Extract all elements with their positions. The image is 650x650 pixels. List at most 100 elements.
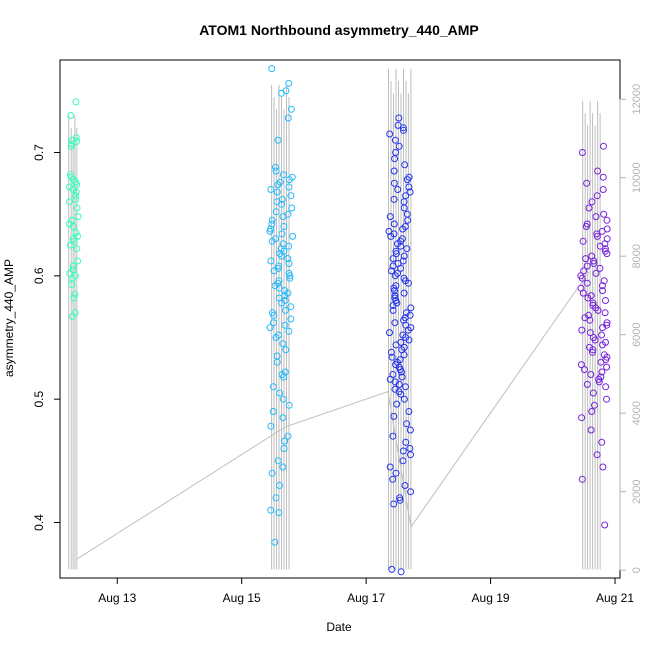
data-point [391, 292, 399, 300]
data-point [392, 247, 400, 255]
data-point [599, 341, 606, 349]
data-point [588, 198, 596, 206]
data-point [600, 277, 608, 285]
data-point [601, 309, 609, 317]
data-point [395, 380, 403, 388]
data-point [386, 329, 393, 337]
data-point [389, 262, 397, 270]
data-point [272, 494, 280, 502]
data-point [270, 267, 278, 275]
data-point [272, 334, 280, 341]
data-point [401, 482, 409, 489]
data-point [399, 457, 407, 465]
data-point [276, 389, 284, 397]
data-point [403, 420, 411, 428]
data-point [593, 192, 601, 200]
data-point [588, 408, 596, 415]
data-point [273, 188, 281, 196]
data-point [402, 438, 410, 446]
data-point [287, 192, 295, 200]
data-point [287, 315, 295, 323]
data-point [603, 216, 611, 224]
data-point [278, 89, 285, 97]
data-point [581, 366, 588, 374]
data-point [593, 451, 601, 459]
data-point [68, 313, 76, 320]
data-point [397, 390, 405, 398]
data-point [400, 252, 408, 260]
data-point [272, 167, 280, 175]
data-point [71, 192, 79, 200]
data-point [73, 245, 81, 253]
data-point [397, 264, 405, 272]
data-point [578, 274, 586, 282]
data-point [600, 210, 608, 218]
data-point [286, 274, 294, 282]
data-point [589, 389, 597, 397]
data-point [398, 368, 405, 376]
data-point [598, 331, 605, 339]
data-point [274, 181, 282, 189]
data-point [391, 155, 399, 163]
data-point [267, 506, 275, 514]
data-point [585, 204, 593, 212]
data-point [72, 195, 80, 203]
data-point [393, 400, 401, 408]
data-point [397, 568, 405, 576]
data-point [275, 509, 283, 517]
data-point [284, 114, 292, 122]
data-point [582, 223, 590, 230]
data-point [74, 213, 82, 221]
data-point [397, 242, 405, 250]
data-point [267, 257, 275, 265]
data-point [288, 204, 296, 212]
data-point [278, 200, 286, 208]
data-point [599, 173, 607, 181]
data-point [406, 188, 414, 196]
data-point [279, 414, 287, 422]
data-point [593, 232, 601, 240]
data-point [268, 220, 276, 228]
x-axis-label: Date [326, 620, 352, 634]
data-point [280, 223, 288, 230]
data-point [589, 346, 597, 354]
data-point [386, 463, 394, 471]
data-point [278, 230, 286, 238]
data-point [594, 306, 602, 314]
data-point [406, 426, 414, 434]
data-point [266, 227, 274, 235]
x-tick-label: Aug 19 [472, 591, 510, 605]
y2-tick-label: 8000 [631, 244, 643, 268]
data-point [392, 341, 400, 349]
data-point [278, 252, 285, 260]
data-point [578, 414, 586, 422]
data-point [274, 136, 282, 144]
data-point [268, 65, 276, 73]
data-point [587, 426, 595, 434]
data-point [592, 269, 600, 277]
data-point [72, 229, 80, 237]
data-point [281, 437, 289, 445]
data-point [400, 351, 408, 359]
y-tick-label: 0.7 [32, 144, 46, 161]
data-point [603, 363, 611, 371]
y2-tick-label: 0 [631, 567, 643, 573]
data-point [596, 264, 604, 272]
data-point [280, 445, 288, 452]
data-point [389, 255, 397, 263]
data-point [590, 257, 598, 265]
data-point [280, 171, 287, 179]
data-point [603, 319, 611, 327]
data-point [70, 237, 78, 245]
data-point [403, 245, 411, 253]
data-point [597, 358, 605, 366]
data-point [403, 176, 411, 184]
data-point [274, 457, 282, 465]
data-point [401, 161, 409, 169]
index-line [76, 271, 590, 560]
data-point [601, 521, 609, 529]
data-point [391, 136, 399, 144]
data-point [279, 395, 287, 403]
data-point [594, 167, 602, 175]
